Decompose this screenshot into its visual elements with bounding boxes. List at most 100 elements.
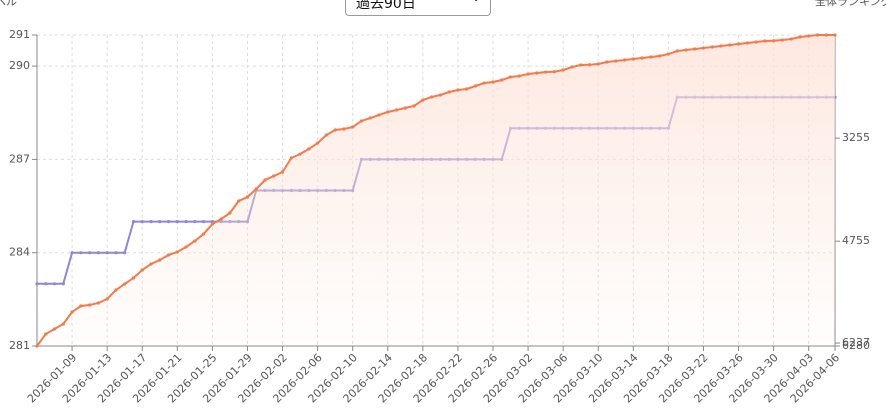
point: [430, 95, 434, 99]
point: [473, 84, 478, 88]
point: [351, 125, 355, 129]
point: [219, 217, 223, 221]
point: [44, 282, 48, 286]
point: [579, 63, 583, 67]
point: [96, 301, 100, 305]
y-tick-label: 281: [9, 339, 30, 352]
point: [456, 88, 460, 92]
point: [710, 45, 714, 49]
point: [61, 322, 65, 326]
point: [508, 75, 513, 79]
point: [701, 46, 706, 50]
point: [105, 251, 109, 255]
point: [517, 74, 521, 78]
point: [807, 34, 811, 38]
point: [70, 310, 74, 314]
point: [202, 232, 206, 236]
point: [52, 327, 57, 331]
point: [245, 195, 250, 199]
point: [386, 110, 390, 114]
area: [37, 35, 835, 346]
point: [131, 220, 136, 224]
point: [403, 106, 407, 110]
point: [658, 54, 662, 58]
point: [631, 57, 635, 61]
point: [184, 220, 188, 224]
point: [368, 116, 372, 120]
point: [324, 133, 328, 137]
point: [789, 37, 793, 41]
point: [79, 251, 83, 255]
point: [745, 41, 749, 45]
point: [272, 174, 276, 178]
point: [193, 220, 197, 224]
point: [754, 40, 758, 44]
y2-axis-label: 全体ランキング: [815, 0, 886, 8]
point: [544, 70, 548, 74]
point: [491, 80, 495, 84]
point: [114, 288, 118, 292]
point: [289, 156, 293, 160]
point: [79, 304, 83, 308]
point: [377, 113, 381, 117]
point: [96, 251, 100, 255]
period-select[interactable]: 過去90日: [345, 0, 491, 16]
point: [552, 70, 556, 74]
point: [263, 178, 267, 182]
point: [772, 39, 776, 43]
point: [140, 268, 144, 272]
point: [500, 78, 504, 82]
point: [833, 33, 837, 37]
point: [123, 251, 127, 255]
point: [166, 253, 171, 257]
point: [666, 52, 670, 56]
y-tick-label: 287: [9, 152, 30, 165]
y2-tick-label: 3255: [842, 131, 870, 144]
point: [614, 59, 618, 63]
point: [158, 220, 162, 224]
y-tick-label: 284: [9, 246, 30, 259]
point: [447, 90, 451, 94]
point: [798, 35, 802, 39]
point: [596, 62, 600, 66]
point: [412, 104, 416, 108]
point: [175, 220, 179, 224]
point: [605, 60, 609, 64]
y2-tick-label: 6280: [842, 339, 870, 352]
point: [202, 220, 206, 224]
point: [824, 33, 828, 37]
y2-tick-label: 6237: [842, 336, 870, 349]
point: [193, 239, 197, 243]
point: [166, 220, 171, 224]
point: [210, 222, 214, 226]
point: [298, 152, 302, 156]
point: [482, 81, 486, 85]
point: [280, 170, 285, 174]
point: [140, 220, 144, 224]
point: [342, 127, 346, 131]
point: [61, 282, 65, 286]
point: [526, 72, 530, 76]
point: [570, 65, 574, 69]
point: [123, 282, 127, 286]
point: [640, 56, 644, 60]
point: [675, 49, 679, 53]
point: [237, 199, 241, 203]
point: [561, 68, 565, 72]
point: [114, 251, 118, 255]
point: [105, 297, 109, 301]
point: [763, 39, 767, 43]
point: [52, 282, 57, 286]
point: [35, 282, 39, 286]
y-tick-label: 290: [9, 59, 30, 72]
point: [780, 38, 784, 42]
point: [307, 147, 311, 151]
point: [815, 33, 820, 37]
point: [333, 128, 337, 132]
point: [728, 43, 732, 47]
point: [184, 245, 188, 249]
point: [535, 71, 539, 75]
point: [35, 344, 39, 348]
